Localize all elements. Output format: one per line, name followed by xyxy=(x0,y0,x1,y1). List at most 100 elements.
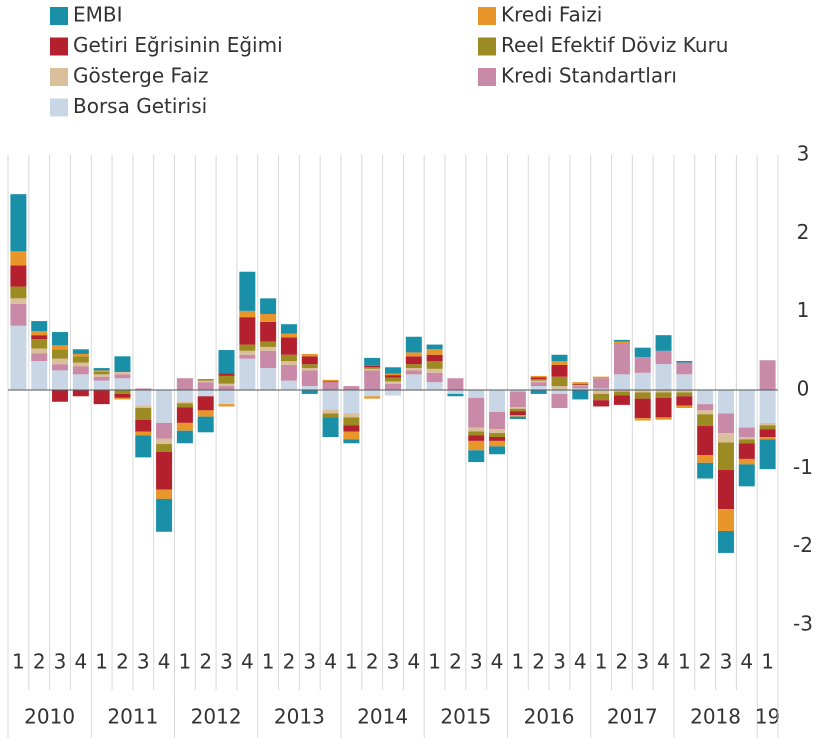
bar-segment xyxy=(10,286,27,299)
x-tick-label: 4 xyxy=(74,650,87,674)
bar-segment xyxy=(468,397,485,428)
bar-segment xyxy=(697,455,714,463)
bar-segment xyxy=(135,390,152,406)
bar-segment xyxy=(405,352,422,357)
bar-segment xyxy=(385,390,401,396)
bar-segment xyxy=(52,345,69,350)
bar-segment xyxy=(197,396,214,411)
x-tick-label: 2 xyxy=(33,650,46,674)
bar-segment xyxy=(364,370,381,390)
bar-segment xyxy=(593,376,610,379)
x-tick-label: 2 xyxy=(116,650,129,674)
bar-segment xyxy=(280,324,297,334)
bar-segment xyxy=(197,410,214,417)
bar-segment xyxy=(572,386,589,389)
bar-segment xyxy=(10,298,27,304)
bar-segment xyxy=(114,397,131,400)
bar-segment xyxy=(717,390,734,414)
bar-segment xyxy=(717,509,734,531)
bar-segment xyxy=(93,376,110,381)
bar-segment xyxy=(322,381,339,383)
bar-segment xyxy=(634,418,651,421)
bar-segment xyxy=(72,366,89,375)
bar-segment xyxy=(405,368,422,371)
bar-segment xyxy=(759,437,776,440)
bar-segment xyxy=(322,413,339,418)
bar-segment xyxy=(634,372,651,390)
bar-segment xyxy=(572,382,589,384)
bar-segment xyxy=(10,194,27,252)
bar-segment xyxy=(468,450,485,463)
bar-segment xyxy=(135,408,152,420)
bar-segment xyxy=(676,396,693,406)
bar-segment xyxy=(717,433,734,443)
bar-segment xyxy=(114,371,131,375)
bar-segment xyxy=(364,396,381,399)
bar-segment xyxy=(31,348,48,354)
bar-segment xyxy=(717,413,734,434)
bar-segment xyxy=(52,390,69,402)
bar-segment xyxy=(489,411,506,430)
year-label: 2013 xyxy=(274,705,325,729)
bar-segment xyxy=(156,444,173,452)
x-tick-label: 3 xyxy=(387,650,400,674)
bar-segment xyxy=(31,331,48,336)
bar-segment xyxy=(31,361,48,390)
year-label: 2010 xyxy=(24,705,75,729)
bar-segment xyxy=(530,380,547,383)
bar-segment xyxy=(655,392,672,398)
bar-segment xyxy=(343,431,360,440)
bar-segment xyxy=(385,375,401,378)
bar-segment xyxy=(72,353,89,357)
bar-segment xyxy=(52,332,69,346)
legend-swatch xyxy=(50,7,68,25)
bar-segment xyxy=(301,356,318,365)
bar-segment xyxy=(135,388,152,390)
bar-segment xyxy=(759,360,776,390)
bar-segment xyxy=(114,378,131,390)
bar-segment xyxy=(156,390,173,423)
bar-segment xyxy=(72,356,89,363)
x-tick-label: 1 xyxy=(179,650,192,674)
y-tick-label: -1 xyxy=(793,455,813,479)
y-tick-label: 2 xyxy=(797,220,810,244)
bar-segment xyxy=(676,374,693,390)
bar-segment xyxy=(738,443,755,459)
bar-segment xyxy=(322,409,339,414)
bar-segment xyxy=(738,427,755,437)
bar-segment xyxy=(509,391,526,408)
bar-segment xyxy=(551,354,568,362)
bar-segment xyxy=(364,390,381,397)
x-tick-label: 2 xyxy=(283,650,296,674)
legend-label: Gösterge Faiz xyxy=(73,64,209,88)
year-label: 2014 xyxy=(357,705,408,729)
x-tick-label: 4 xyxy=(158,650,171,674)
bar-segment xyxy=(72,349,89,354)
bar-segment xyxy=(239,271,256,311)
year-label: 2015 xyxy=(440,705,491,729)
bar-segment xyxy=(613,343,630,375)
bar-segment xyxy=(655,350,672,365)
bar-segment xyxy=(634,347,651,358)
bar-segment xyxy=(218,373,235,376)
bar-segment xyxy=(72,362,89,367)
bar-segment xyxy=(717,531,734,553)
bar-segment xyxy=(385,367,401,374)
bar-segment xyxy=(260,368,277,390)
bar-segment xyxy=(489,433,506,437)
x-tick-label: 1 xyxy=(345,650,358,674)
year-label: 2018 xyxy=(690,705,741,729)
bar-segment xyxy=(551,376,568,387)
bar-segment xyxy=(759,439,776,470)
bar-segment xyxy=(634,398,651,419)
bar-segment xyxy=(697,390,714,405)
x-tick-label: 4 xyxy=(241,650,254,674)
bar-segment xyxy=(10,303,27,326)
legend-label: Reel Efektif Döviz Kuru xyxy=(501,33,728,57)
bar-segment xyxy=(426,382,443,390)
bar-segment xyxy=(655,335,672,351)
bar-segment xyxy=(738,437,755,440)
bar-segment xyxy=(364,368,381,371)
x-tick-label: 2 xyxy=(366,650,379,674)
bar-segment xyxy=(218,390,235,405)
